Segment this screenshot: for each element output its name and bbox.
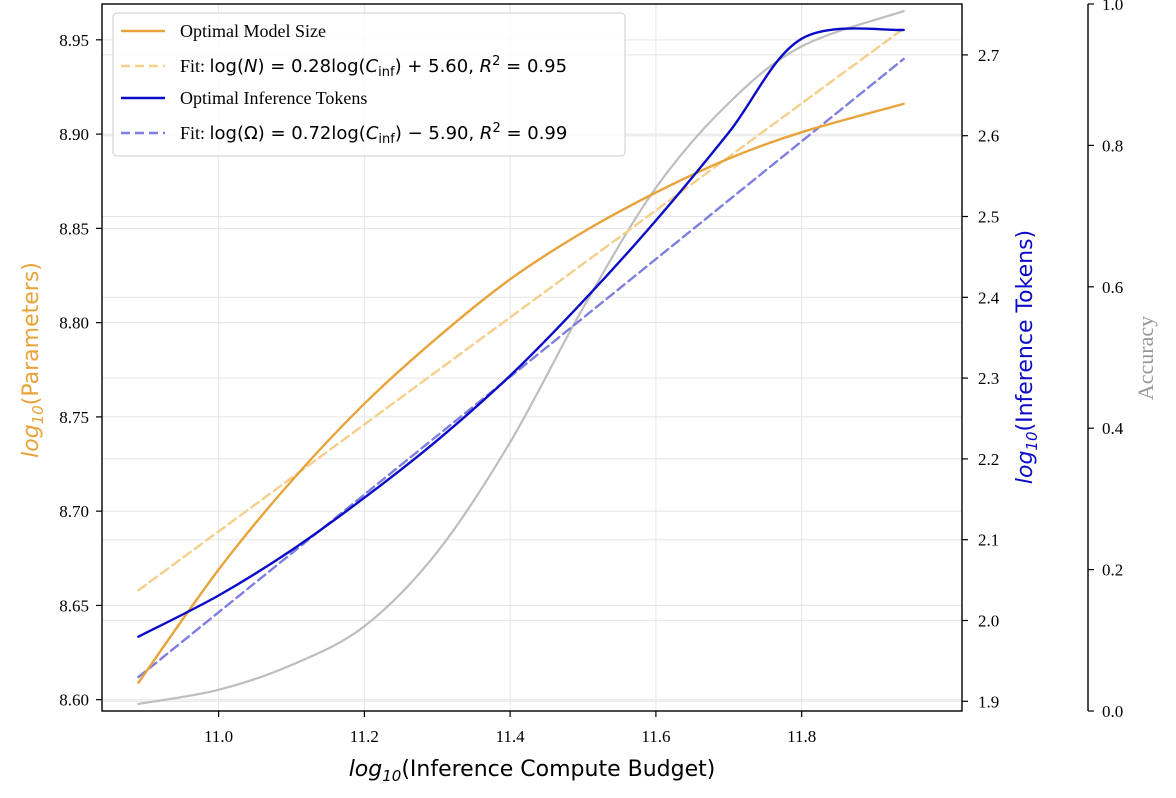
x-axis-label: log10(Inference Compute Budget) xyxy=(349,757,716,785)
y-right2-tick-label: 0.4 xyxy=(1102,419,1124,438)
series-line-accuracy xyxy=(137,10,905,705)
y-left-tick-label: 8.80 xyxy=(59,314,89,333)
y-left-tick-label: 8.85 xyxy=(59,219,89,238)
x-tick-label: 11.2 xyxy=(350,727,379,746)
y-left-tick-label: 8.70 xyxy=(59,502,89,521)
series-layer xyxy=(137,10,905,705)
x-tick-label: 11.8 xyxy=(787,727,816,746)
y-left-tick-label: 8.65 xyxy=(59,596,89,615)
y-right2-tick-label: 0.6 xyxy=(1102,278,1123,297)
series-line-tokens xyxy=(137,27,905,638)
y-left-tick-label: 8.60 xyxy=(59,691,89,710)
y-right-tick-label: 2.6 xyxy=(978,127,999,146)
y-left-tick-label: 8.90 xyxy=(59,125,89,144)
x-tick-label: 11.4 xyxy=(496,727,526,746)
series-line-model-size-fit xyxy=(137,27,905,592)
y-right2-tick-label: 1.0 xyxy=(1102,0,1123,14)
y-left-tick-label: 8.75 xyxy=(59,408,89,427)
y-right2-tick-label: 0.2 xyxy=(1102,561,1123,580)
y-right-tick-label: 2.5 xyxy=(978,208,999,227)
legend-label-model-size: Optimal Model Size xyxy=(180,21,326,41)
legend: Optimal Model Size Fit: log(N) = 0.28log… xyxy=(112,12,626,157)
y-right2-axis-label: Accuracy xyxy=(1133,316,1158,400)
x-tick-label: 11.6 xyxy=(641,727,670,746)
y-right2-tick-label: 0.0 xyxy=(1102,702,1123,721)
y-right-tick-label: 2.1 xyxy=(978,531,999,550)
y-left-axis-label: log10(Parameters) xyxy=(19,262,47,458)
tick-layer: 11.0 11.2 11.4 11.6 11.8 8.60 8.65 8.70 8.75 8.80… xyxy=(59,0,1124,746)
y-left-tick-label: 8.95 xyxy=(59,31,89,50)
y-right-axis-label: log10(Inference Tokens) xyxy=(1013,230,1041,484)
legend-label-model-size-fit: Fit: log(N) = 0.28log(Cinf) + 5.60, R2 =… xyxy=(180,54,567,80)
y-right-tick-label: 2.7 xyxy=(978,46,1000,65)
y-right-tick-label: 2.4 xyxy=(978,288,1000,307)
legend-box xyxy=(112,12,626,157)
y-right2-tick-label: 0.8 xyxy=(1102,136,1123,155)
x-tick-label: 11.0 xyxy=(204,727,233,746)
legend-label-tokens-fit: Fit: log(Ω) = 0.72log(Cinf) − 5.90, R2 =… xyxy=(180,121,567,147)
y-right-tick-label: 2.2 xyxy=(978,450,999,469)
y-right-tick-label: 2.0 xyxy=(978,612,999,631)
series-line-tokens-fit xyxy=(137,57,905,679)
series-line-model-size xyxy=(137,102,905,684)
y-right-tick-label: 1.9 xyxy=(978,692,999,711)
legend-label-tokens: Optimal Inference Tokens xyxy=(180,88,367,108)
y-right-tick-label: 2.3 xyxy=(978,369,999,388)
plot-frame xyxy=(101,3,963,712)
